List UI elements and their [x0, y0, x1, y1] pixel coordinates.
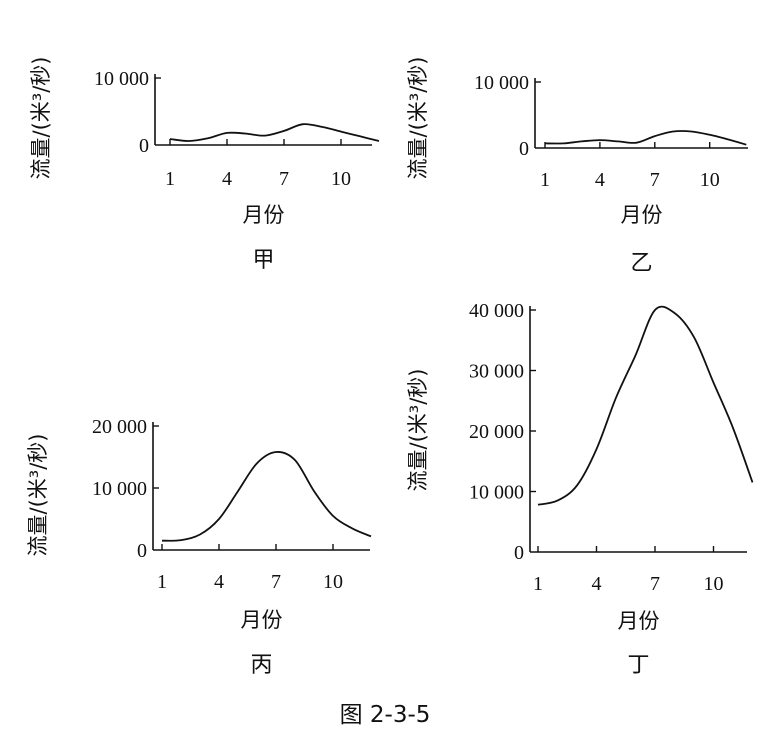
x-tick-label: 4 [222, 168, 232, 190]
x-tick-label: 4 [214, 571, 224, 593]
panel-title: 甲 [252, 248, 274, 273]
panel-title: 丙 [250, 653, 272, 678]
series-line [537, 305, 754, 506]
x-tick-label: 7 [650, 169, 660, 191]
x-tick-label: 10 [331, 168, 351, 190]
y-axis-label: 流量/(米³/秒) [29, 57, 53, 180]
y-tick-label: 40 000 [469, 300, 524, 322]
series-line [544, 130, 747, 146]
y-tick-label: 0 [137, 540, 147, 562]
series-line [169, 123, 380, 142]
y-tick-label: 10 000 [469, 482, 524, 504]
panel-yi: 0 10 000 1 4 7 10 月份 流量/(米³/秒) 乙 [406, 57, 748, 276]
x-axis-label: 月份 [618, 609, 660, 633]
x-tick-label: 1 [157, 571, 167, 593]
figure-caption: 图 2-3-5 [340, 702, 431, 728]
x-tick-label: 4 [592, 573, 602, 595]
x-axis-label: 月份 [621, 203, 663, 227]
x-tick-label: 1 [165, 168, 175, 190]
panel-title: 乙 [630, 251, 652, 276]
y-tick-label: 10 000 [92, 478, 147, 500]
panel-ding: 0 10 000 20 000 30 000 40 000 1 4 7 10 月份 流量/(米³/秒… [406, 300, 754, 678]
y-tick-label: 10 000 [474, 72, 529, 94]
panel-bing: 0 10 000 20 000 1 4 7 10 月份 流量/(米³/秒) 丙 [26, 416, 372, 678]
x-tick-label: 7 [650, 573, 660, 595]
y-tick-label: 0 [139, 135, 149, 157]
panel-title: 丁 [627, 653, 649, 678]
x-tick-label: 10 [700, 169, 720, 191]
x-tick-label: 1 [533, 573, 543, 595]
y-axis-label: 流量/(米³/秒) [406, 369, 430, 492]
panel-jia: 0 10 000 1 4 7 10 月份 流量/(米³/秒) 甲 [29, 57, 380, 273]
x-axis-label: 月份 [241, 608, 283, 632]
y-tick-label: 20 000 [469, 421, 524, 443]
x-tick-label: 7 [271, 571, 281, 593]
x-axis-label: 月份 [243, 203, 285, 227]
y-axis-label: 流量/(米³/秒) [406, 57, 430, 180]
y-tick-label: 0 [514, 542, 524, 564]
x-tick-label: 4 [595, 169, 605, 191]
y-axis-label: 流量/(米³/秒) [26, 434, 50, 557]
x-tick-label: 7 [279, 168, 289, 190]
series-line [161, 451, 372, 542]
y-tick-label: 30 000 [469, 361, 524, 383]
y-tick-label: 0 [519, 138, 529, 160]
y-tick-label: 20 000 [92, 416, 147, 438]
x-tick-label: 10 [323, 571, 343, 593]
x-tick-label: 1 [540, 169, 550, 191]
x-tick-label: 10 [704, 573, 724, 595]
y-tick-label: 10 000 [94, 68, 149, 90]
